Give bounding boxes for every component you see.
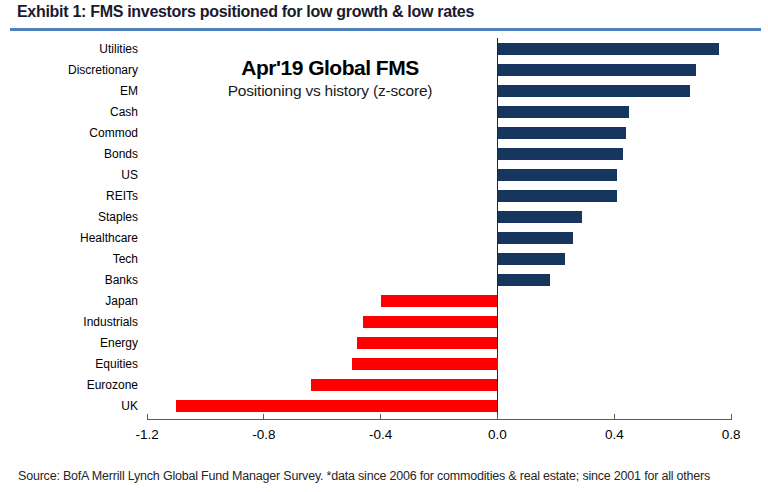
x-tick-mark	[614, 414, 615, 419]
x-tick-mark	[380, 414, 381, 419]
bar-utilities	[498, 43, 720, 55]
bar-cash	[498, 106, 629, 118]
bar-us	[498, 169, 618, 181]
category-label-staples: Staples	[0, 209, 138, 225]
bar-industrials	[363, 316, 497, 328]
x-tick-mark	[147, 414, 148, 419]
category-label-commod: Commod	[0, 125, 138, 141]
bar-energy	[357, 337, 497, 349]
bar-em	[498, 85, 691, 97]
x-axis-line	[147, 419, 732, 420]
category-label-uk: UK	[0, 398, 138, 414]
category-label-utilities: Utilities	[0, 41, 138, 57]
category-label-tech: Tech	[0, 251, 138, 267]
x-tick-mark	[731, 414, 732, 419]
bar-banks	[498, 274, 551, 286]
bar-healthcare	[498, 232, 574, 244]
bar-discretionary	[498, 64, 697, 76]
x-tick-label: -0.4	[351, 427, 411, 442]
category-label-em: EM	[0, 83, 138, 99]
bar-equities	[352, 358, 498, 370]
bar-japan	[381, 295, 498, 307]
category-label-banks: Banks	[0, 272, 138, 288]
x-tick-mark	[497, 414, 498, 419]
chart-plot: Utilities Discretionary EM Cash Commod Bonds U…	[0, 0, 768, 492]
x-tick-label: -0.8	[234, 427, 294, 442]
bar-reits	[498, 190, 618, 202]
category-label-us: US	[0, 167, 138, 183]
bar-staples	[498, 211, 583, 223]
category-label-bonds: Bonds	[0, 146, 138, 162]
category-label-japan: Japan	[0, 293, 138, 309]
category-label-discretionary: Discretionary	[0, 62, 138, 78]
source-note: Source: BofA Merrill Lynch Global Fund M…	[18, 469, 763, 483]
category-label-industrials: Industrials	[0, 314, 138, 330]
bar-eurozone	[311, 379, 498, 391]
x-tick-label: 0.8	[701, 427, 761, 442]
category-label-healthcare: Healthcare	[0, 230, 138, 246]
x-tick-mark	[263, 414, 264, 419]
category-label-reits: REITs	[0, 188, 138, 204]
x-tick-label: 0.0	[468, 427, 528, 442]
x-tick-label: -1.2	[117, 427, 177, 442]
category-label-equities: Equities	[0, 356, 138, 372]
category-label-cash: Cash	[0, 104, 138, 120]
bar-commod	[498, 127, 626, 139]
x-tick-label: 0.4	[584, 427, 644, 442]
category-label-eurozone: Eurozone	[0, 377, 138, 393]
bar-tech	[498, 253, 565, 265]
page: Exhibit 1: FMS investors positioned for …	[0, 0, 768, 492]
bar-uk	[176, 400, 497, 412]
bar-bonds	[498, 148, 624, 160]
category-label-energy: Energy	[0, 335, 138, 351]
